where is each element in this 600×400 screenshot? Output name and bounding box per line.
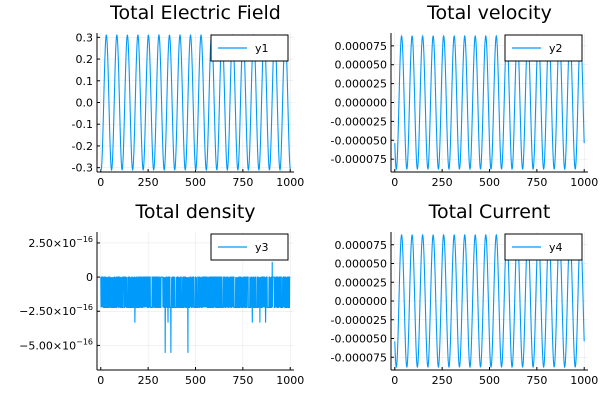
x-tick-label: 0: [97, 374, 104, 387]
y-tick-label: -0.3: [72, 162, 93, 175]
y-tick-label: 0.000075: [335, 40, 388, 53]
subplot-2: Total velocity 0 250 500 750 1000 0.000075 0.00…: [331, 2, 599, 189]
y-tick-label: 0: [86, 271, 93, 284]
x-tick-label: 0: [97, 176, 104, 189]
y-tick-label: 0.000075: [335, 239, 388, 252]
subplot-title: Total Electric Field: [109, 2, 281, 24]
x-tick-label: 750: [526, 374, 547, 387]
x-tick-label: 500: [479, 176, 500, 189]
subplot-title: Total density: [134, 201, 255, 223]
legend-label: y3: [255, 241, 269, 254]
series-line-y4: [394, 233, 585, 369]
y-tick-label: -0.000050: [331, 333, 387, 346]
legend-label: y1: [255, 42, 269, 55]
x-tick-label: 1000: [276, 374, 304, 387]
x-tick-label: 250: [138, 176, 159, 189]
x-tick-label: 500: [479, 374, 500, 387]
x-tick-label: 250: [432, 176, 453, 189]
legend-label: y4: [549, 241, 563, 254]
series-line-y2: [394, 34, 585, 171]
x-tick-label: 1000: [276, 176, 304, 189]
subplot-1: Total Electric Field 0 250 500 750 1000 0.3 0.2…: [72, 2, 305, 189]
y-tick-label: -0.1: [72, 118, 93, 131]
y-tick-label: 0.000050: [335, 59, 388, 72]
x-tick-label: 750: [526, 176, 547, 189]
y-tick-label: -0.2: [72, 140, 93, 153]
y-tick-label: 0.000000: [335, 295, 388, 308]
y-tick-label: -0.000075: [331, 153, 387, 166]
series-line-y3: [100, 261, 291, 353]
y-tick-label: 0.000000: [335, 97, 388, 110]
y-tick-label: 0.3: [76, 31, 94, 44]
subplot-title: Total velocity: [426, 2, 552, 24]
legend-label: y2: [549, 42, 563, 55]
series-line-y1: [100, 33, 291, 172]
y-tick-label: −2.50×10−16: [19, 303, 93, 318]
y-tick-label: 0.0: [76, 97, 94, 110]
y-tick-label: −5.00×10−16: [19, 337, 93, 352]
y-tick-label: -0.000050: [331, 134, 387, 147]
y-tick-label: -0.000025: [331, 115, 387, 128]
legend: y3: [210, 233, 289, 261]
legend: y4: [504, 233, 583, 261]
x-tick-label: 750: [232, 374, 253, 387]
y-tick-label: 0.000050: [335, 258, 388, 271]
subplot-4: Total Current 0 250 500 750 1000 0.000075 0.000…: [331, 201, 599, 387]
y-tick-label: 0.1: [76, 75, 94, 88]
y-tick-label: -0.000075: [331, 351, 387, 364]
x-tick-label: 1000: [570, 176, 598, 189]
x-tick-label: 500: [185, 176, 206, 189]
legend: y2: [504, 34, 583, 62]
x-tick-label: 0: [391, 374, 398, 387]
y-tick-label: 0.2: [76, 53, 94, 66]
subplot-title: Total Current: [428, 201, 551, 223]
x-tick-label: 1000: [570, 374, 598, 387]
y-tick-label: 0.000025: [335, 78, 388, 91]
subplot-3: Total density 0 250 500 750 1000 2.50×10−16 0 −2…: [19, 201, 304, 387]
y-tick-label: -0.000025: [331, 314, 387, 327]
x-tick-label: 0: [391, 176, 398, 189]
x-tick-label: 750: [232, 176, 253, 189]
x-tick-label: 250: [138, 374, 159, 387]
x-tick-label: 500: [185, 374, 206, 387]
y-tick-label: 0.000025: [335, 276, 388, 289]
y-tick-label: 2.50×10−16: [28, 235, 93, 250]
x-tick-label: 250: [432, 374, 453, 387]
legend: y1: [210, 34, 289, 62]
